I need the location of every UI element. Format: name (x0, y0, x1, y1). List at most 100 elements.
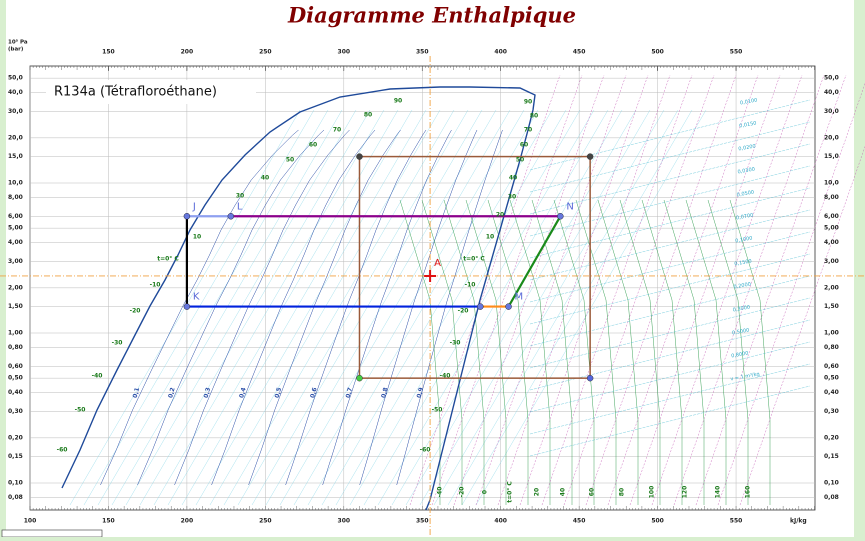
y-tick-label: 2,00 (824, 284, 839, 291)
y-tick-label: 0,08 (824, 494, 839, 501)
x-tick-label: 450 (573, 49, 586, 56)
isentrope (629, 74, 781, 506)
state-a-label: A (434, 258, 441, 269)
y-tick-label: 1,50 (824, 303, 839, 310)
isochore (529, 209, 811, 281)
temp-label: t=0° C (507, 481, 514, 503)
isoline (405, 109, 637, 506)
isotherm (575, 199, 617, 505)
temp-label: 80 (530, 113, 538, 120)
cycle-segment (507, 215, 562, 308)
isochore (529, 187, 811, 259)
y-tick-label: 0,60 (8, 363, 23, 370)
temp-label: -30 (112, 340, 123, 347)
point-label: L (237, 201, 243, 212)
isotherm (597, 199, 639, 505)
y-tick-label: 40,0 (824, 89, 839, 96)
p-unit: (bar) (8, 47, 24, 53)
box-corner (586, 374, 594, 382)
temp-label: -20 (459, 487, 466, 498)
quality-label: 0,1 (132, 387, 142, 399)
x-tick-label: 550 (730, 49, 743, 56)
isotherm (487, 199, 529, 505)
y-tick-label: 0,20 (824, 434, 839, 441)
isoline (419, 109, 651, 506)
temp-label: 20 (534, 488, 541, 496)
quality-label: 0,8 (380, 387, 390, 399)
y-tick-label: 5,00 (8, 225, 23, 232)
temp-label: -20 (458, 308, 469, 315)
x-tick-label: 200 (181, 49, 194, 56)
isentrope (717, 82, 865, 506)
overlay (0, 56, 865, 537)
temp-label: 70 (524, 127, 532, 134)
temp-label: 60 (520, 142, 528, 149)
volume-label: 0,5000 (732, 327, 750, 336)
temp-label: 90 (524, 99, 532, 106)
isochore (529, 385, 811, 457)
temp-label: -60 (57, 447, 68, 454)
temp-label: -40 (437, 487, 444, 498)
x-tick-label: 150 (102, 518, 115, 525)
y-tick-label: 4,00 (8, 239, 23, 246)
box (358, 155, 591, 379)
h-unit: kJ/kg (790, 518, 807, 525)
isotherm (707, 199, 749, 505)
y-tick-label: 0,15 (824, 453, 839, 460)
state-point (183, 213, 191, 220)
y-tick-label: 10,0 (8, 180, 23, 187)
box-corner (356, 374, 363, 382)
y-tick-label: 4,00 (824, 239, 839, 246)
quality-label: 0,9 (416, 387, 426, 399)
isoline (461, 109, 693, 506)
temp-label: t=0° C (463, 256, 485, 263)
quality-label: 0,7 (345, 387, 355, 399)
substance-box (46, 80, 256, 104)
isochore (529, 275, 811, 347)
volume-label: v = 1 m³/kg (730, 371, 760, 382)
isentrope (607, 74, 759, 506)
y-tick-label: 1,00 (824, 330, 839, 337)
temp-label: 40 (560, 488, 567, 496)
box-corner (356, 153, 363, 160)
y-tick-label: 0,10 (8, 480, 23, 487)
isentrope (475, 74, 627, 506)
temp-label: 50 (286, 157, 294, 164)
volume-label: 0,0300 (737, 166, 755, 175)
saturated-liquid (61, 86, 470, 489)
x-tick-label: 250 (259, 518, 272, 525)
point-label: K (193, 292, 200, 303)
state-point (557, 213, 564, 220)
x-tick-label: 150 (102, 49, 115, 56)
temp-label: 20 (496, 212, 504, 219)
isoline (447, 109, 679, 506)
volume-label: 0,0500 (736, 189, 754, 198)
p-unit: 10⁵ Pa (8, 39, 28, 46)
quality-label: 0,2 (167, 387, 177, 399)
temp-label: -10 (465, 282, 476, 289)
y-tick-label: 2,00 (8, 284, 23, 291)
y-tick-label: 0,20 (8, 434, 23, 441)
y-tick-label: 5,00 (824, 225, 839, 232)
volume-label: 0,0100 (740, 97, 758, 106)
isentrope (563, 74, 715, 506)
y-tick-label: 0,15 (8, 453, 23, 460)
temp-label: 10 (486, 234, 494, 241)
temp-label: 120 (682, 486, 689, 499)
y-tick-label: 15,0 (824, 153, 839, 160)
y-tick-label: 40,0 (8, 89, 23, 96)
isotherm (421, 199, 463, 505)
isotherm (663, 199, 705, 505)
volume-label: 0,1000 (735, 235, 753, 244)
isotherm (465, 199, 507, 505)
temp-label: 40 (509, 175, 517, 182)
y-tick-label: 0,40 (8, 389, 23, 396)
x-tick-label: 200 (181, 518, 194, 525)
isolines (29, 66, 865, 511)
isochore (529, 363, 811, 435)
isotherm (509, 199, 551, 505)
isotherm (729, 199, 771, 505)
state-point (227, 213, 235, 220)
temp-label: 90 (394, 98, 402, 105)
temp-label: -60 (420, 447, 431, 454)
